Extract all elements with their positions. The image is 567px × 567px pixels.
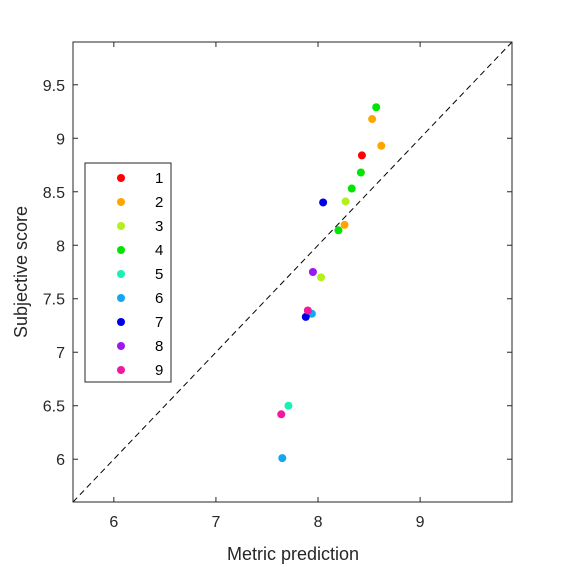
legend-marker (117, 366, 125, 374)
data-point-series-6 (278, 454, 287, 463)
data-point-series-2 (340, 220, 349, 229)
legend-label: 1 (155, 170, 163, 187)
y-tick-label: 9.5 (43, 78, 65, 95)
x-tick-label: 7 (211, 514, 220, 531)
data-point-series-4 (347, 184, 356, 193)
data-point-series-3 (341, 197, 350, 206)
legend-label: 4 (155, 242, 163, 259)
x-tick-label: 9 (416, 514, 425, 531)
legend-label: 8 (155, 338, 163, 355)
x-tick-label: 8 (314, 514, 323, 531)
data-point-series-1 (357, 151, 366, 160)
legend-label: 9 (155, 362, 163, 379)
data-point-series-3 (317, 273, 326, 282)
x-tick-label: 6 (109, 514, 118, 531)
y-tick-label: 8 (56, 238, 65, 255)
legend-marker (117, 222, 125, 230)
legend-label: 5 (155, 266, 163, 283)
reference-line-layer (72, 41, 513, 503)
legend-marker (117, 198, 125, 206)
data-point-series-7 (301, 312, 310, 321)
legend-label: 6 (155, 290, 163, 307)
legend-label: 3 (155, 218, 163, 235)
legend-marker (117, 246, 125, 254)
legend: 1 2 3 4 5 6 7 8 9 (84, 162, 172, 383)
legend-marker (117, 270, 125, 278)
y-tick-label: 7.5 (43, 292, 65, 309)
y-tick-label: 9 (56, 131, 65, 148)
data-point-series-4 (334, 226, 343, 235)
y-tick-label: 6.5 (43, 399, 65, 416)
data-point-series-4 (372, 103, 381, 112)
axes-box (72, 41, 513, 503)
data-point-series-5 (284, 401, 293, 410)
data-point-series-4 (356, 168, 365, 177)
diagonal-reference-line (72, 41, 513, 503)
data-points (277, 103, 386, 463)
y-tick-label: 6 (56, 452, 65, 469)
data-point-series-8 (308, 268, 317, 276)
y-tick-label: 7 (56, 345, 65, 362)
legend-marker (117, 342, 125, 350)
x-axis-label: Metric prediction (227, 544, 359, 564)
y-tick-label: 8.5 (43, 185, 65, 202)
y-axis-label: Subjective score (11, 206, 31, 338)
data-point-series-9 (277, 410, 286, 419)
data-point-series-9 (303, 306, 312, 315)
legend-box (84, 162, 172, 383)
data-point-series-2 (377, 141, 386, 150)
legend-marker (117, 294, 125, 302)
legend-marker (117, 318, 125, 326)
legend-label: 7 (155, 314, 163, 331)
axes: 6 7 8 9 6 6.5 7 7.5 8 8.5 9 9.5 (43, 41, 513, 531)
legend-label: 2 (155, 194, 163, 211)
data-point-series-2 (368, 115, 377, 124)
legend-marker (117, 174, 125, 182)
data-point-series-7 (319, 198, 328, 207)
